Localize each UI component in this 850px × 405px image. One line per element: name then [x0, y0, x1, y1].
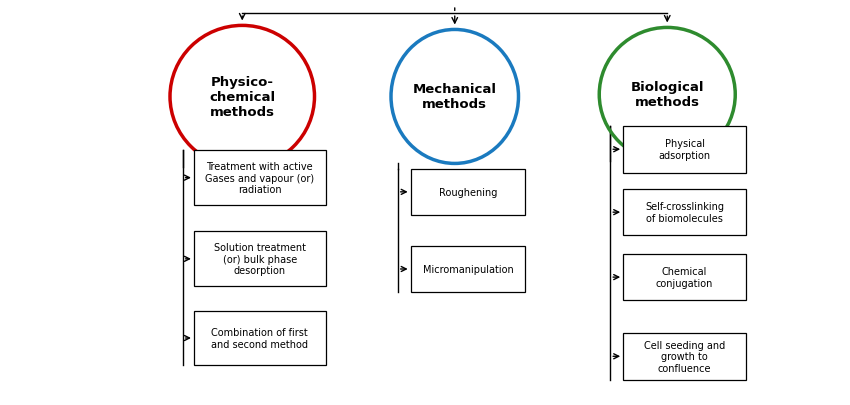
Text: Treatment with active
Gases and vapour (or)
radiation: Treatment with active Gases and vapour (… — [205, 162, 314, 195]
FancyBboxPatch shape — [194, 232, 326, 287]
Text: Biological
methods: Biological methods — [631, 81, 704, 109]
Text: Micromanipulation: Micromanipulation — [422, 264, 513, 274]
FancyBboxPatch shape — [623, 333, 746, 380]
FancyBboxPatch shape — [623, 254, 746, 301]
FancyBboxPatch shape — [411, 246, 525, 292]
Text: Cell seeding and
growth to
confluence: Cell seeding and growth to confluence — [644, 340, 725, 373]
Text: Physico-
chemical
methods: Physico- chemical methods — [209, 76, 275, 119]
FancyBboxPatch shape — [194, 311, 326, 365]
FancyBboxPatch shape — [623, 126, 746, 173]
Text: Roughening: Roughening — [439, 188, 497, 197]
Text: Chemical
conjugation: Chemical conjugation — [656, 266, 713, 288]
FancyBboxPatch shape — [194, 151, 326, 205]
FancyBboxPatch shape — [623, 190, 746, 236]
Text: Self-crosslinking
of biomolecules: Self-crosslinking of biomolecules — [645, 202, 724, 224]
Text: Mechanical
methods: Mechanical methods — [413, 83, 496, 111]
FancyBboxPatch shape — [411, 169, 525, 215]
Text: Physical
adsorption: Physical adsorption — [659, 139, 711, 161]
Text: Combination of first
and second method: Combination of first and second method — [211, 327, 309, 349]
Text: Solution treatment
(or) bulk phase
desorption: Solution treatment (or) bulk phase desor… — [213, 243, 306, 276]
